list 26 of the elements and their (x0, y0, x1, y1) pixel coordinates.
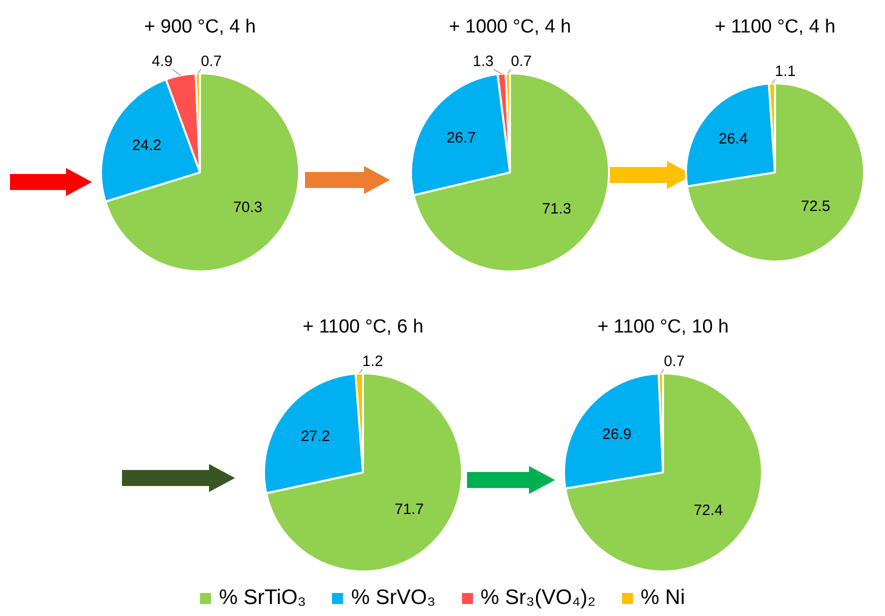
data-label: 26.7 (446, 130, 476, 147)
data-label: 24.2 (132, 137, 162, 154)
data-label: 72.5 (801, 198, 830, 216)
chart-title: + 1000 °C, 4 h (448, 16, 572, 38)
data-label: 26.9 (602, 426, 632, 444)
legend-label: % SrVO₃ (351, 586, 436, 610)
data-label: 0.7 (510, 53, 532, 70)
chart-title: + 900 °C, 4 h (144, 16, 256, 38)
data-label: 71.3 (542, 200, 572, 218)
data-label: 71.7 (394, 500, 424, 518)
data-label: 0.7 (200, 53, 222, 70)
data-label: 72.4 (694, 502, 723, 519)
chart-title: + 1100 °C, 6 h (302, 316, 424, 338)
data-label: 27.2 (300, 428, 330, 445)
legend-label: % Sr₃(VO₄)₂ (480, 586, 596, 610)
chart-title: + 1100 °C, 4 h (714, 16, 836, 38)
data-label: 4.9 (152, 53, 173, 70)
data-label: 70.3 (233, 198, 262, 216)
data-label: 0.7 (664, 353, 685, 370)
data-label: 1.1 (774, 63, 796, 80)
data-label: 1.2 (362, 353, 384, 370)
legend-label: % SrTiO₃ (219, 586, 306, 610)
legend-label: % Ni (640, 586, 685, 610)
chart-title: + 1100 °C, 10 h (597, 316, 729, 338)
data-label: 1.3 (472, 53, 494, 70)
data-label: 26.4 (718, 130, 748, 148)
